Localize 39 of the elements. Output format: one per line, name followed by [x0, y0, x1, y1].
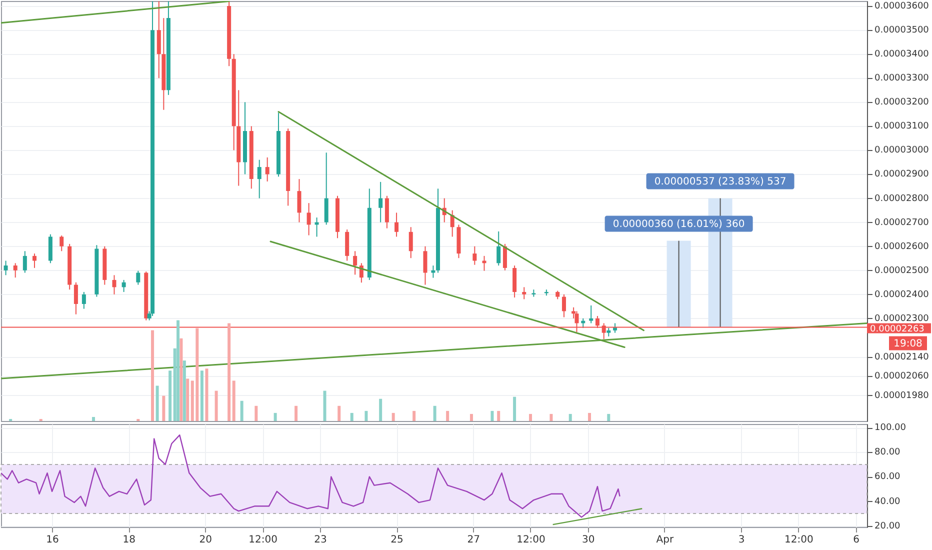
y-tick-label: 100.00 [874, 423, 906, 434]
text: 19:08 [894, 338, 922, 350]
x-tick-label: 20 [199, 534, 212, 546]
x-tick-label: 3 [738, 534, 745, 546]
x-tick-label: 6 [853, 534, 860, 546]
x-tick-label: 23 [314, 534, 327, 546]
y-tick-label: 0.00002900 [874, 170, 930, 180]
y-tick-label: 20.00 [874, 521, 901, 532]
x-tick-label: Apr [656, 534, 674, 546]
y-tick-label: 0.00002700 [874, 218, 930, 228]
y-tick-label: 0.00003300 [874, 74, 930, 84]
x-tick-label: 25 [390, 534, 404, 546]
y-tick-label: 0.00003000 [874, 146, 930, 156]
y-tick-label: 0.00003600 [874, 2, 930, 12]
y-tick-label: 40.00 [874, 496, 901, 507]
y-tick-label: 0.00002300 [874, 314, 930, 324]
x-tick-label: 12:00 [248, 534, 278, 546]
y-tick-label: 0.00002060 [874, 372, 930, 382]
y-tick-label: 60.00 [874, 472, 901, 482]
y-tick-label: 0.00002140 [874, 352, 930, 362]
y-tick-label: 0.00003500 [874, 26, 930, 36]
annotation: 0.00000537 (23.83%) 537 [654, 176, 786, 188]
x-tick-label: 30 [582, 534, 595, 546]
x-tick-label: 27 [467, 534, 480, 546]
annotation: 0.00000360 (16.01%) 360 [612, 218, 745, 230]
y-tick-label: 0.00002500 [874, 266, 930, 276]
y-tick-label: 0.00003400 [874, 50, 930, 60]
ref-line-label: 0.00002263 [870, 324, 924, 334]
y-tick-label: 0.00003100 [874, 122, 930, 132]
y-tick-label: 0.00001980 [874, 390, 930, 401]
y-tick-label: 0.00003200 [874, 98, 930, 108]
x-tick-label: 12:00 [784, 534, 814, 546]
x-tick-label: 12:00 [516, 534, 546, 546]
y-tick-label: 0.00002400 [874, 290, 930, 300]
y-tick-label: 80.00 [874, 448, 901, 458]
x-tick-label: 18 [122, 534, 136, 546]
y-tick-label: 0.00002600 [874, 242, 930, 252]
x-tick-label: 16 [46, 534, 59, 546]
y-tick-label: 0.00002800 [874, 194, 930, 204]
